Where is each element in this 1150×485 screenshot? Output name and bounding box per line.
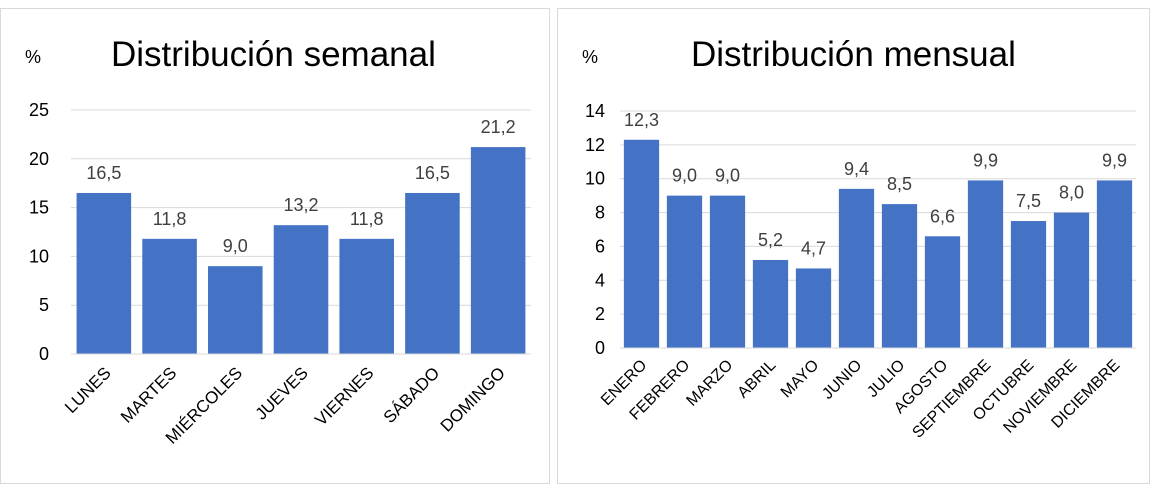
y-tick-label: 25 (29, 100, 49, 120)
y-tick-label: 10 (585, 169, 605, 189)
bar (1096, 180, 1133, 348)
data-label: 8,0 (1059, 183, 1084, 203)
weekly-y-unit-label: % (25, 47, 42, 67)
y-tick-label: 20 (29, 149, 49, 169)
y-tick-label: 2 (595, 304, 605, 324)
bar (470, 147, 526, 354)
y-tick-label: 0 (39, 344, 49, 364)
monthly-chart-title: Distribución mensual (691, 35, 1016, 74)
x-tick-label: MARZO (683, 357, 736, 410)
x-tick-label: SÁBADO (380, 363, 444, 427)
x-tick-label: JUNIO (819, 357, 865, 403)
data-label: 9,0 (223, 236, 248, 256)
monthly-y-unit-label: % (582, 47, 599, 67)
x-tick-label: ABRIL (735, 357, 780, 402)
weekly-chart-title: Distribución semanal (111, 35, 436, 74)
bar (1053, 212, 1090, 348)
bar (405, 192, 460, 354)
y-tick-label: 4 (595, 270, 605, 290)
x-tick-label: JUEVES (252, 363, 312, 423)
bar (838, 188, 875, 348)
bar (967, 180, 1004, 348)
x-tick-label: DOMINGO (437, 363, 509, 435)
data-label: 16,5 (86, 163, 121, 183)
x-tick-label: LUNES (61, 363, 115, 417)
y-tick-label: 8 (595, 203, 605, 223)
data-label: 6,6 (930, 206, 955, 226)
data-label: 5,2 (758, 230, 783, 250)
bar (752, 259, 789, 348)
bar (273, 225, 329, 354)
bar (666, 195, 703, 348)
bar (795, 268, 832, 348)
data-label: 12,3 (624, 110, 659, 130)
bar (881, 204, 918, 348)
bar (76, 192, 132, 354)
y-tick-label: 5 (39, 295, 49, 315)
data-label: 4,7 (801, 238, 826, 258)
x-tick-label: VIERNES (311, 363, 377, 429)
y-tick-label: 0 (595, 338, 605, 358)
weekly-chart-plot: 051015202516,5LUNES11,8MARTES9,0MIÉRCOLE… (29, 100, 531, 448)
data-label: 21,2 (481, 117, 516, 137)
y-tick-label: 12 (585, 135, 605, 155)
data-label: 8,5 (887, 174, 912, 194)
weekly-chart-panel: % Distribución semanal 0 5 10 15 20 25 16,5 LUN… (0, 8, 550, 484)
data-label: 16,5 (415, 163, 450, 183)
data-label: 9,4 (844, 159, 869, 179)
data-label: 11,8 (153, 209, 187, 229)
bar (339, 238, 394, 354)
y-tick-label: 14 (585, 101, 605, 121)
data-label: 11,8 (350, 209, 384, 229)
data-label: 9,0 (715, 166, 740, 186)
y-tick-label: 10 (29, 246, 49, 266)
bar (142, 238, 197, 354)
monthly-chart-panel: % Distribución mensual 0 2 4 6 8 10 12 14 12,3 EN… (557, 8, 1150, 484)
data-label: 7,5 (1016, 191, 1041, 211)
data-label: 9,9 (1102, 150, 1127, 170)
y-tick-label: 15 (29, 198, 49, 218)
x-tick-label: MAYO (778, 357, 823, 402)
data-label: 9,0 (672, 166, 697, 186)
bar (924, 236, 961, 348)
bar (623, 139, 660, 348)
bar (208, 266, 263, 354)
data-label: 13,2 (283, 195, 318, 215)
bar (1010, 221, 1047, 348)
y-tick-label: 6 (595, 236, 605, 256)
data-label: 9,9 (973, 150, 998, 170)
bar (709, 195, 746, 348)
x-tick-label: MARTES (117, 363, 180, 426)
